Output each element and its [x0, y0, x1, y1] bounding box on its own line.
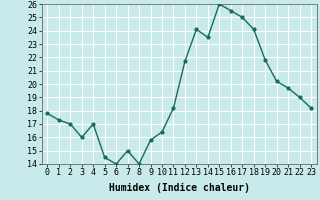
X-axis label: Humidex (Indice chaleur): Humidex (Indice chaleur): [109, 183, 250, 193]
